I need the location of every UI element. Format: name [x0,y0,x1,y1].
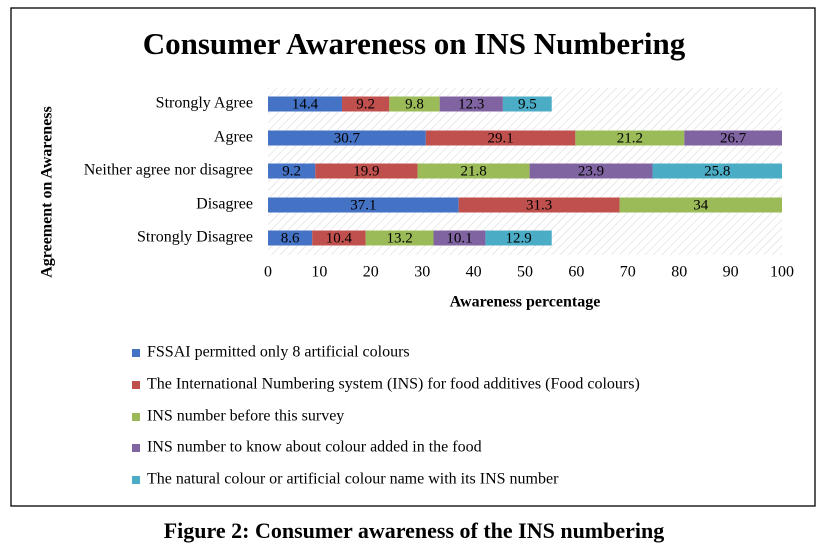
bar-segment [268,230,313,246]
y-tick-label: Agree [214,129,253,146]
bars [268,96,782,246]
bar-segment [529,163,653,179]
bar-segment [652,163,782,179]
bar-segment [365,230,434,246]
data-label: 10.1 [446,230,472,246]
bar-segment [619,197,782,213]
data-label: 26.7 [720,130,747,146]
x-tick-label: 30 [414,264,430,281]
data-label: 37.1 [350,197,376,213]
legend-label: The International Numbering system (INS)… [147,376,640,393]
bar-segment [417,163,530,179]
data-label: 14.4 [292,96,319,112]
data-label: 25.8 [704,163,730,179]
legend-label: FSSAI permitted only 8 artificial colour… [147,344,410,361]
data-label: 10.4 [326,230,353,246]
x-tick-label: 20 [363,264,379,281]
data-label: 23.9 [578,163,604,179]
legend-swatch [132,381,140,389]
bar-segment [312,230,366,246]
data-label: 9.5 [518,96,537,112]
data-label: 13.2 [386,230,412,246]
data-label: 21.2 [617,130,643,146]
bar-segment [342,96,390,112]
frame [10,7,816,507]
data-label: 9.2 [282,163,301,179]
data-label: 34 [693,197,709,213]
data-label: 9.2 [356,96,375,112]
y-axis-label: Agreement on Awareness [39,106,56,278]
legend-label: INS number to know about colour added in… [147,439,482,456]
legend-swatch [132,476,140,484]
bar-segment [485,230,552,246]
bar-segment [315,163,418,179]
legend-label: The natural colour or artificial colour … [147,471,559,488]
bar-segment [575,130,685,146]
bar-segment [684,130,782,146]
x-tick-label: 0 [264,264,272,281]
data-label: 21.8 [460,163,486,179]
x-tick-label: 100 [770,264,794,281]
data-label: 12.9 [505,230,531,246]
data-label: 31.3 [526,197,552,213]
data-label: 8.6 [281,230,300,246]
bar-segment [502,96,552,112]
data-label: 29.1 [487,130,513,146]
y-tick-label: Neither agree nor disagree [84,162,253,179]
x-tick-label: 80 [671,264,687,281]
x-axis-label: Awareness percentage [450,294,601,311]
legend-label: INS number before this survey [147,408,344,425]
bar-segment [433,230,486,246]
bar-segment [268,96,343,112]
caption: Figure 2: Consumer awareness of the INS … [164,518,665,543]
bar-segment [268,130,426,146]
x-tick-label: 70 [620,264,636,281]
bar-segment [268,163,316,179]
bar-segment [425,130,576,146]
legend-swatch [132,444,140,452]
x-tick-label: 90 [723,264,739,281]
y-tick-label: Strongly Agree [156,95,253,112]
x-tick-label: 60 [568,264,584,281]
x-tick-label: 50 [517,264,533,281]
data-label: 9.8 [405,96,424,112]
data-label: 19.9 [353,163,379,179]
y-tick-label: Disagree [196,196,253,213]
chart-title: Consumer Awareness on INS Numbering [143,26,686,61]
bar-segment [458,197,620,213]
x-tick-label: 40 [466,264,482,281]
data-label: 30.7 [334,130,361,146]
data-label: 12.3 [458,96,484,112]
y-tick-label: Strongly Disagree [137,229,253,246]
bar-segment [439,96,503,112]
bar-segment [389,96,440,112]
bar-segment [268,197,459,213]
legend-swatch [132,413,140,421]
x-tick-label: 10 [311,264,327,281]
legend-swatch [132,349,140,357]
